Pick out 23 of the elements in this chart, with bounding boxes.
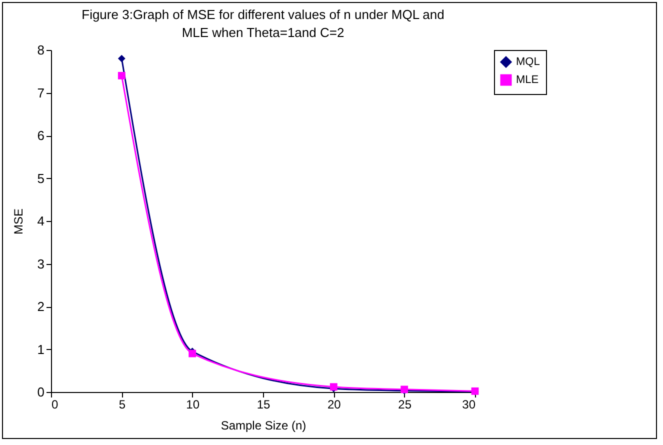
x-tick-label: 0 (52, 398, 58, 412)
legend-label: MLE (516, 74, 539, 86)
x-tick-label: 25 (398, 398, 412, 412)
x-tick-label: 15 (256, 398, 270, 412)
y-tick-label: 4 (37, 214, 44, 228)
y-tick-label: 2 (37, 299, 44, 314)
x-tick-label: 5 (118, 398, 126, 412)
x-tick-label: 30 (462, 398, 476, 412)
point (118, 72, 126, 80)
y-tick-label: 6 (37, 128, 44, 143)
y-tick-label: 8 (37, 42, 44, 58)
legend-label: MQL (516, 56, 540, 68)
y-tick-label: 1 (37, 342, 44, 357)
x-tick-label: 20 (327, 398, 342, 412)
chart-title: Figure 3:Graph of MSE for different values of n under MQL and MLE when Theta=1and C=2 (82, 7, 444, 40)
point (118, 54, 126, 62)
x-axis-title: Sample Size (n) (220, 418, 306, 432)
y-tick-label: 3 (37, 256, 44, 272)
x-tick-label: 10 (186, 398, 200, 412)
y-axis-title: MSE (11, 208, 26, 235)
y-tick-label: 0 (37, 384, 44, 400)
y-tick-label: 7 (37, 85, 44, 100)
y-tick-label: 5 (37, 170, 44, 186)
